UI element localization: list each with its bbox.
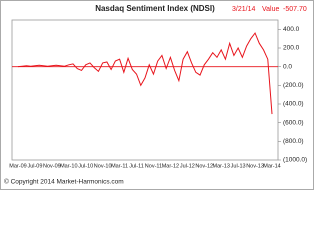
x-tick-label: Mar-11 (111, 163, 128, 169)
x-tick-label: Nov-10 (94, 163, 112, 169)
x-tick-label: Jul-12 (180, 163, 195, 169)
x-tick-label: Jul-09 (27, 163, 42, 169)
y-tick-label: 400.0 (283, 26, 300, 33)
x-tick-label: Mar-09 (9, 163, 26, 169)
x-tick-label: Mar-14 (263, 163, 280, 169)
x-tick-label: Mar-12 (162, 163, 179, 169)
x-tick-label: Mar-13 (212, 163, 229, 169)
y-tick-label: (800.0) (283, 138, 304, 145)
y-tick-label: 0.0 (283, 63, 292, 70)
x-tick-label: Nov-12 (195, 163, 213, 169)
x-tick-label: Nov-13 (246, 163, 264, 169)
x-tick-label: Jul-10 (78, 163, 93, 169)
value-caption: Value (262, 6, 279, 13)
y-tick-label: (200.0) (283, 82, 304, 89)
x-tick-label: Nov-09 (43, 163, 61, 169)
x-tick-label: Nov-11 (145, 163, 162, 169)
data-line (17, 32, 273, 115)
value-text: -507.70 (283, 6, 307, 13)
x-tick-label: Mar-10 (60, 163, 77, 169)
chart-title: Nasdaq Sentiment Index (NDSI) (95, 4, 215, 13)
x-tick-label: Jul-11 (129, 163, 144, 169)
date: 3/21/14 (232, 6, 255, 13)
y-tick-label: (400.0) (283, 101, 304, 108)
chart: Nasdaq Sentiment Index (NDSI) 3/21/14 Va… (0, 0, 314, 190)
plot-area (11, 19, 279, 161)
footer: © Copyright 2014 Market-Harmonics.com (4, 178, 124, 186)
y-tick-label: (1000.0) (283, 157, 307, 164)
y-tick-label: (600.0) (283, 119, 304, 126)
y-tick-label: 200.0 (283, 45, 300, 52)
x-tick-label: Jul-13 (231, 163, 246, 169)
